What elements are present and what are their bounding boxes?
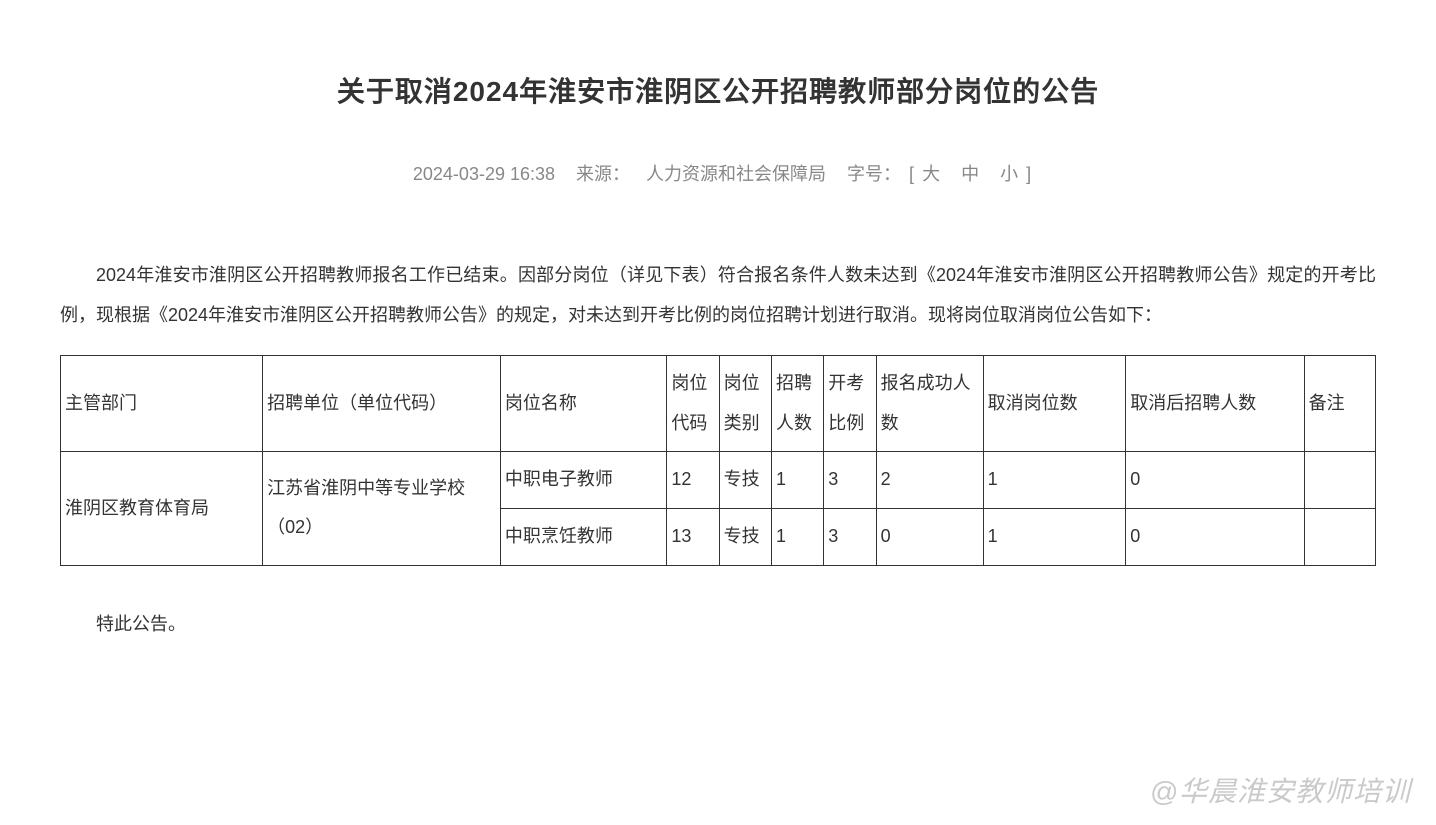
fontsize-medium-button[interactable]: 中: [961, 164, 979, 184]
cell-cancel-num: 1: [983, 508, 1126, 565]
col-remark: 备注: [1304, 356, 1375, 452]
document-container: 关于取消2024年淮安市淮阴区公开招聘教师部分岗位的公告 2024-03-29 …: [0, 0, 1436, 672]
cell-post-type: 专技: [719, 508, 771, 565]
cell-exam-ratio: 3: [824, 452, 876, 509]
cell-post-type: 专技: [719, 452, 771, 509]
col-recruit-num: 招聘人数: [771, 356, 823, 452]
col-exam-ratio: 开考比例: [824, 356, 876, 452]
cell-remark: [1304, 508, 1375, 565]
watermark: @华晨淮安教师培训: [1150, 770, 1411, 810]
table-header-row: 主管部门 招聘单位（单位代码） 岗位名称 岗位代码 岗位类别 招聘人数 开考比例…: [61, 356, 1376, 452]
cell-signup-success: 2: [876, 452, 983, 509]
source-value: 人力资源和社会保障局: [646, 164, 826, 184]
cell-post-name: 中职烹饪教师: [500, 508, 666, 565]
col-dept: 主管部门: [61, 356, 263, 452]
cell-signup-success: 0: [876, 508, 983, 565]
cell-recruit-num: 1: [771, 452, 823, 509]
fontsize-small-button[interactable]: 小: [1000, 164, 1018, 184]
col-after-cancel: 取消后招聘人数: [1126, 356, 1304, 452]
cell-dept: 淮阴区教育体育局: [61, 452, 263, 565]
col-unit: 招聘单位（单位代码）: [263, 356, 501, 452]
fontsize-large-button[interactable]: 大: [922, 164, 940, 184]
cell-post-code: 13: [667, 508, 719, 565]
cell-exam-ratio: 3: [824, 508, 876, 565]
source-label: 来源：: [576, 164, 630, 184]
meta-row: 2024-03-29 16:38 来源：人力资源和社会保障局 字号：[大 中 小…: [60, 160, 1376, 186]
cell-after-cancel: 0: [1126, 452, 1304, 509]
page-title: 关于取消2024年淮安市淮阴区公开招聘教师部分岗位的公告: [60, 70, 1376, 110]
cell-post-code: 12: [667, 452, 719, 509]
closing-text: 特此公告。: [60, 606, 1376, 642]
cell-unit: 江苏省淮阴中等专业学校（02）: [263, 452, 501, 565]
publish-datetime: 2024-03-29 16:38: [413, 164, 555, 184]
col-signup-success: 报名成功人数: [876, 356, 983, 452]
col-post-type: 岗位类别: [719, 356, 771, 452]
cell-cancel-num: 1: [983, 452, 1126, 509]
cell-recruit-num: 1: [771, 508, 823, 565]
cell-remark: [1304, 452, 1375, 509]
positions-table: 主管部门 招聘单位（单位代码） 岗位名称 岗位代码 岗位类别 招聘人数 开考比例…: [60, 355, 1376, 565]
cell-after-cancel: 0: [1126, 508, 1304, 565]
body-paragraph: 2024年淮安市淮阴区公开招聘教师报名工作已结束。因部分岗位（详见下表）符合报名…: [60, 256, 1376, 335]
col-cancel-num: 取消岗位数: [983, 356, 1126, 452]
cell-post-name: 中职电子教师: [500, 452, 666, 509]
col-post-name: 岗位名称: [500, 356, 666, 452]
fontsize-label: 字号：: [847, 164, 901, 184]
col-post-code: 岗位代码: [667, 356, 719, 452]
table-row: 淮阴区教育体育局 江苏省淮阴中等专业学校（02） 中职电子教师 12 专技 1 …: [61, 452, 1376, 509]
